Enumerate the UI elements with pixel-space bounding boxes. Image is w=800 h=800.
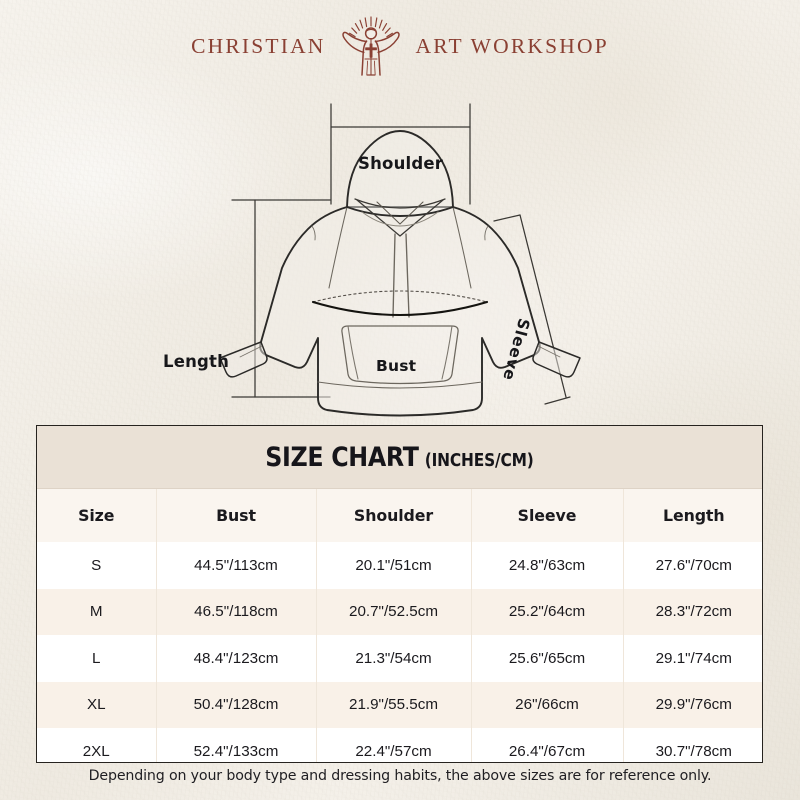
risen-christ-icon <box>341 16 400 76</box>
cell-size: 2XL <box>37 728 157 762</box>
cell-size: L <box>37 635 157 682</box>
chart-title: SIZE CHART (INCHES/CM) <box>265 442 533 473</box>
hem-band-line <box>317 381 483 389</box>
table-row: L 48.4"/123cm 21.3"/54cm 25.6"/65cm 29.1… <box>37 635 762 682</box>
drawstrings <box>392 233 410 318</box>
measure-guides <box>231 103 471 398</box>
cell-size: S <box>37 542 157 589</box>
hoodie-illustration <box>219 103 581 417</box>
cell-bust: 48.4"/123cm <box>156 635 317 682</box>
brand-logo: CHRISTIAN <box>0 14 800 78</box>
chart-title-band: SIZE CHART (INCHES/CM) <box>37 426 762 489</box>
left-cuff <box>219 341 268 378</box>
chart-title-units: (INCHES/CM) <box>424 450 534 471</box>
cell-sleeve: 26"/66cm <box>471 681 624 728</box>
column-header-bust: Bust <box>156 489 317 542</box>
cell-size: M <box>37 588 157 635</box>
cell-length: 29.9"/76cm <box>655 696 732 714</box>
garment-measurement-diagram: Shoulder Length Bust Sleeve <box>0 74 800 426</box>
label-length: Length <box>163 352 230 371</box>
hood-facing <box>356 199 444 237</box>
label-shoulder: Shoulder <box>358 154 444 173</box>
cell-bust: 46.5"/118cm <box>156 588 317 635</box>
table-row: M 46.5"/118cm 20.7"/52.5cm 25.2"/64cm 28… <box>37 588 762 635</box>
cell-length: 29.1"/74cm <box>655 649 732 667</box>
hood-outline <box>346 130 454 217</box>
chart-title-main: SIZE CHART <box>265 441 419 473</box>
table-header-row: Size Bust Shoulder Sleeve Length <box>37 489 762 542</box>
brand-name-left: CHRISTIAN <box>191 33 326 58</box>
cell-sleeve: 25.6"/65cm <box>471 635 624 682</box>
cell-sleeve: 24.8"/63cm <box>471 542 624 589</box>
cell-length: 27.6"/70cm <box>655 556 732 574</box>
hoodie-body-outline <box>259 206 541 417</box>
disclaimer-note: Depending on your body type and dressing… <box>88 768 712 784</box>
column-header-length: Length <box>623 489 762 542</box>
left-shoulder-seam <box>328 206 348 289</box>
size-chart-panel: SIZE CHART (INCHES/CM) Size Bust Shoulder… <box>36 425 763 763</box>
cell-shoulder: 21.9"/55.5cm <box>316 681 472 728</box>
column-header-size: Size <box>37 489 157 542</box>
table-row: 2XL 52.4"/133cm 22.4"/57cm 26.4"/67cm 30… <box>37 728 762 762</box>
cell-shoulder: 21.3"/54cm <box>316 635 472 682</box>
cell-shoulder: 20.7"/52.5cm <box>316 588 472 635</box>
cell-length: 28.3"/72cm <box>655 603 732 621</box>
cell-shoulder: 20.1"/51cm <box>316 542 472 589</box>
cell-bust: 52.4"/133cm <box>156 728 317 762</box>
cell-length: 30.7"/78cm <box>655 742 732 760</box>
right-cuff <box>532 341 581 378</box>
bust-ellipse-top <box>312 290 488 303</box>
table-row: S 44.5"/113cm 20.1"/51cm 24.8"/63cm 27.6… <box>37 542 762 589</box>
right-shoulder-seam <box>452 206 472 289</box>
cell-bust: 50.4"/128cm <box>156 681 317 728</box>
cell-sleeve: 26.4"/67cm <box>471 728 624 762</box>
brand-name-right: ART WORKSHOP <box>415 33 609 58</box>
cell-bust: 44.5"/113cm <box>156 542 317 589</box>
bust-ellipse-bottom <box>311 300 489 317</box>
size-chart-table: Size Bust Shoulder Sleeve Length S 44.5"… <box>37 489 762 762</box>
label-bust: Bust <box>376 357 417 375</box>
cell-size: XL <box>37 681 157 728</box>
cell-sleeve: 25.2"/64cm <box>471 588 624 635</box>
column-header-shoulder: Shoulder <box>316 489 472 542</box>
neckline <box>361 211 439 227</box>
column-header-sleeve: Sleeve <box>471 489 624 542</box>
table-row: XL 50.4"/128cm 21.9"/55.5cm 26"/66cm 29.… <box>37 681 762 728</box>
cell-shoulder: 22.4"/57cm <box>316 728 472 762</box>
